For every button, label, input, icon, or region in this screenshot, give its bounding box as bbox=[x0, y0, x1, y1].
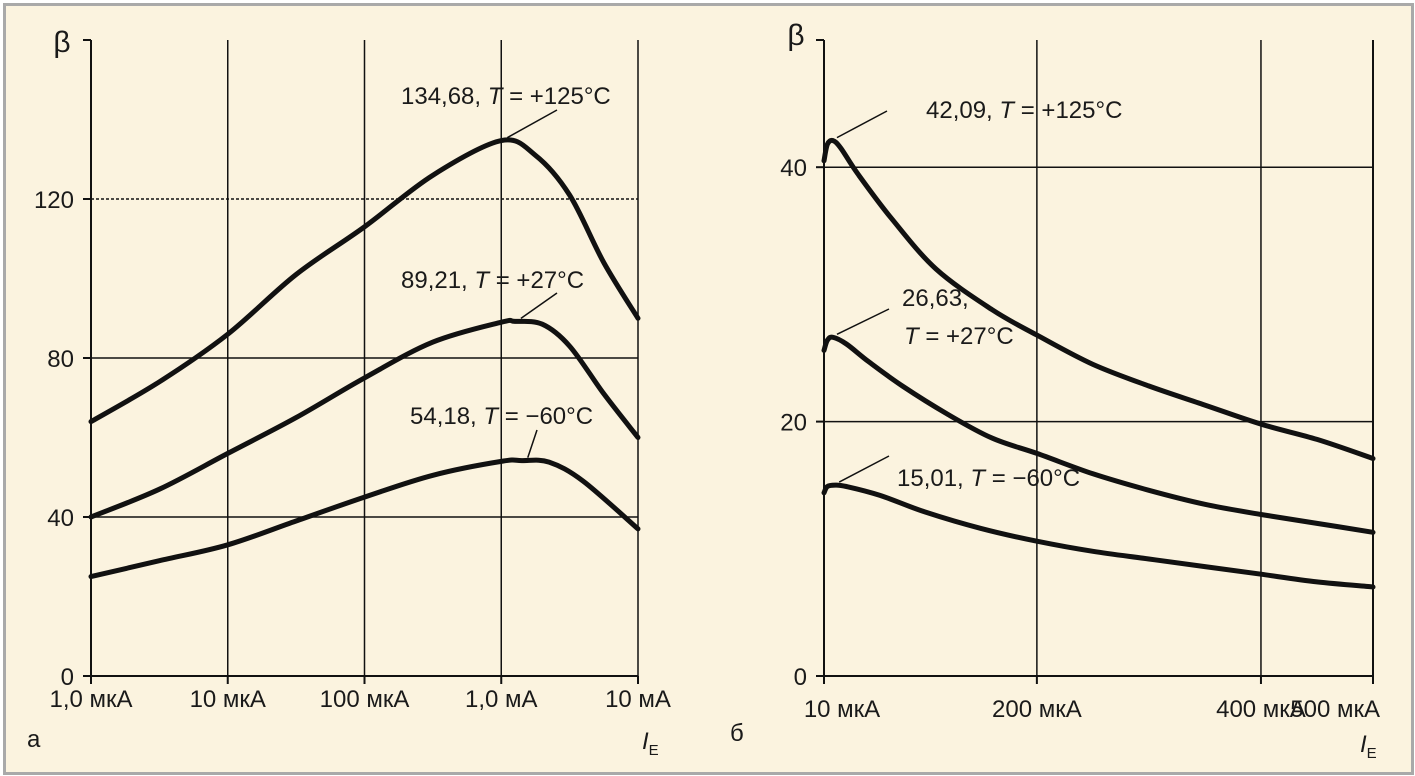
panel-a: 1,0 мкА 10 мкА 100 мкА 1,0 мА 10 мА 0 40 80 120 β… bbox=[27, 26, 671, 759]
annotation-series-3: 54,18, T = −60°C bbox=[410, 403, 593, 430]
annotation-leader bbox=[527, 429, 538, 458]
annotation-leader bbox=[520, 292, 558, 320]
y-tick-label: 80 bbox=[47, 346, 74, 373]
y-tick-label: 0 bbox=[794, 664, 807, 691]
y-tick-label: 40 bbox=[780, 155, 807, 182]
curve-series-1 bbox=[821, 137, 1376, 461]
x-tick-label: 1,0 мА bbox=[465, 686, 538, 713]
y-tick-label: 0 bbox=[61, 664, 74, 691]
x-tick-label: 100 мкА bbox=[320, 686, 410, 713]
curve-series-1 bbox=[88, 137, 641, 425]
x-tick-label: 10 мкА bbox=[190, 686, 266, 713]
panel-label: а bbox=[27, 726, 41, 753]
x-axis-label: IE bbox=[1360, 731, 1377, 762]
y-tick-label: 20 bbox=[780, 410, 807, 437]
curve-series-3 bbox=[88, 457, 641, 580]
curve-series-3 bbox=[821, 482, 1376, 590]
x-tick-label: 1,0 мкА bbox=[49, 686, 132, 713]
y-axis-label: β bbox=[53, 26, 70, 59]
annotation-leader bbox=[506, 109, 558, 139]
x-tick-label: 10 мкА bbox=[804, 696, 880, 723]
curve-series-2 bbox=[821, 334, 1376, 535]
y-tick-label: 40 bbox=[47, 505, 74, 532]
x-tick-label: 200 мкА bbox=[992, 696, 1082, 723]
x-axis-label: IE bbox=[642, 728, 659, 759]
y-tick-label: 120 bbox=[34, 187, 74, 214]
x-tick-label: 500 мкА bbox=[1290, 696, 1380, 723]
annotation-series-2: 89,21, T = +27°C bbox=[401, 267, 584, 294]
annotation-leader bbox=[836, 110, 888, 139]
figure-frame bbox=[3, 3, 1414, 775]
annotation-series-1: 42,09, T = +125°C bbox=[926, 97, 1122, 124]
annotation-series-3: 15,01, T = −60°C bbox=[897, 465, 1080, 492]
x-tick-label: 10 мА bbox=[605, 686, 671, 713]
x-tick-label: 400 мкА bbox=[1216, 696, 1306, 723]
curve-series-2 bbox=[88, 317, 641, 520]
annotation-series-2-value: 26,63, bbox=[902, 285, 969, 312]
y-axis-label: β bbox=[787, 19, 804, 52]
panel-label: б bbox=[730, 720, 744, 747]
annotation-series-2-temp: T = +27°C bbox=[904, 323, 1014, 350]
annotation-leader bbox=[836, 308, 890, 335]
annotation-series-1: 134,68, T = +125°C bbox=[401, 83, 611, 110]
annotation-leader bbox=[838, 455, 890, 483]
